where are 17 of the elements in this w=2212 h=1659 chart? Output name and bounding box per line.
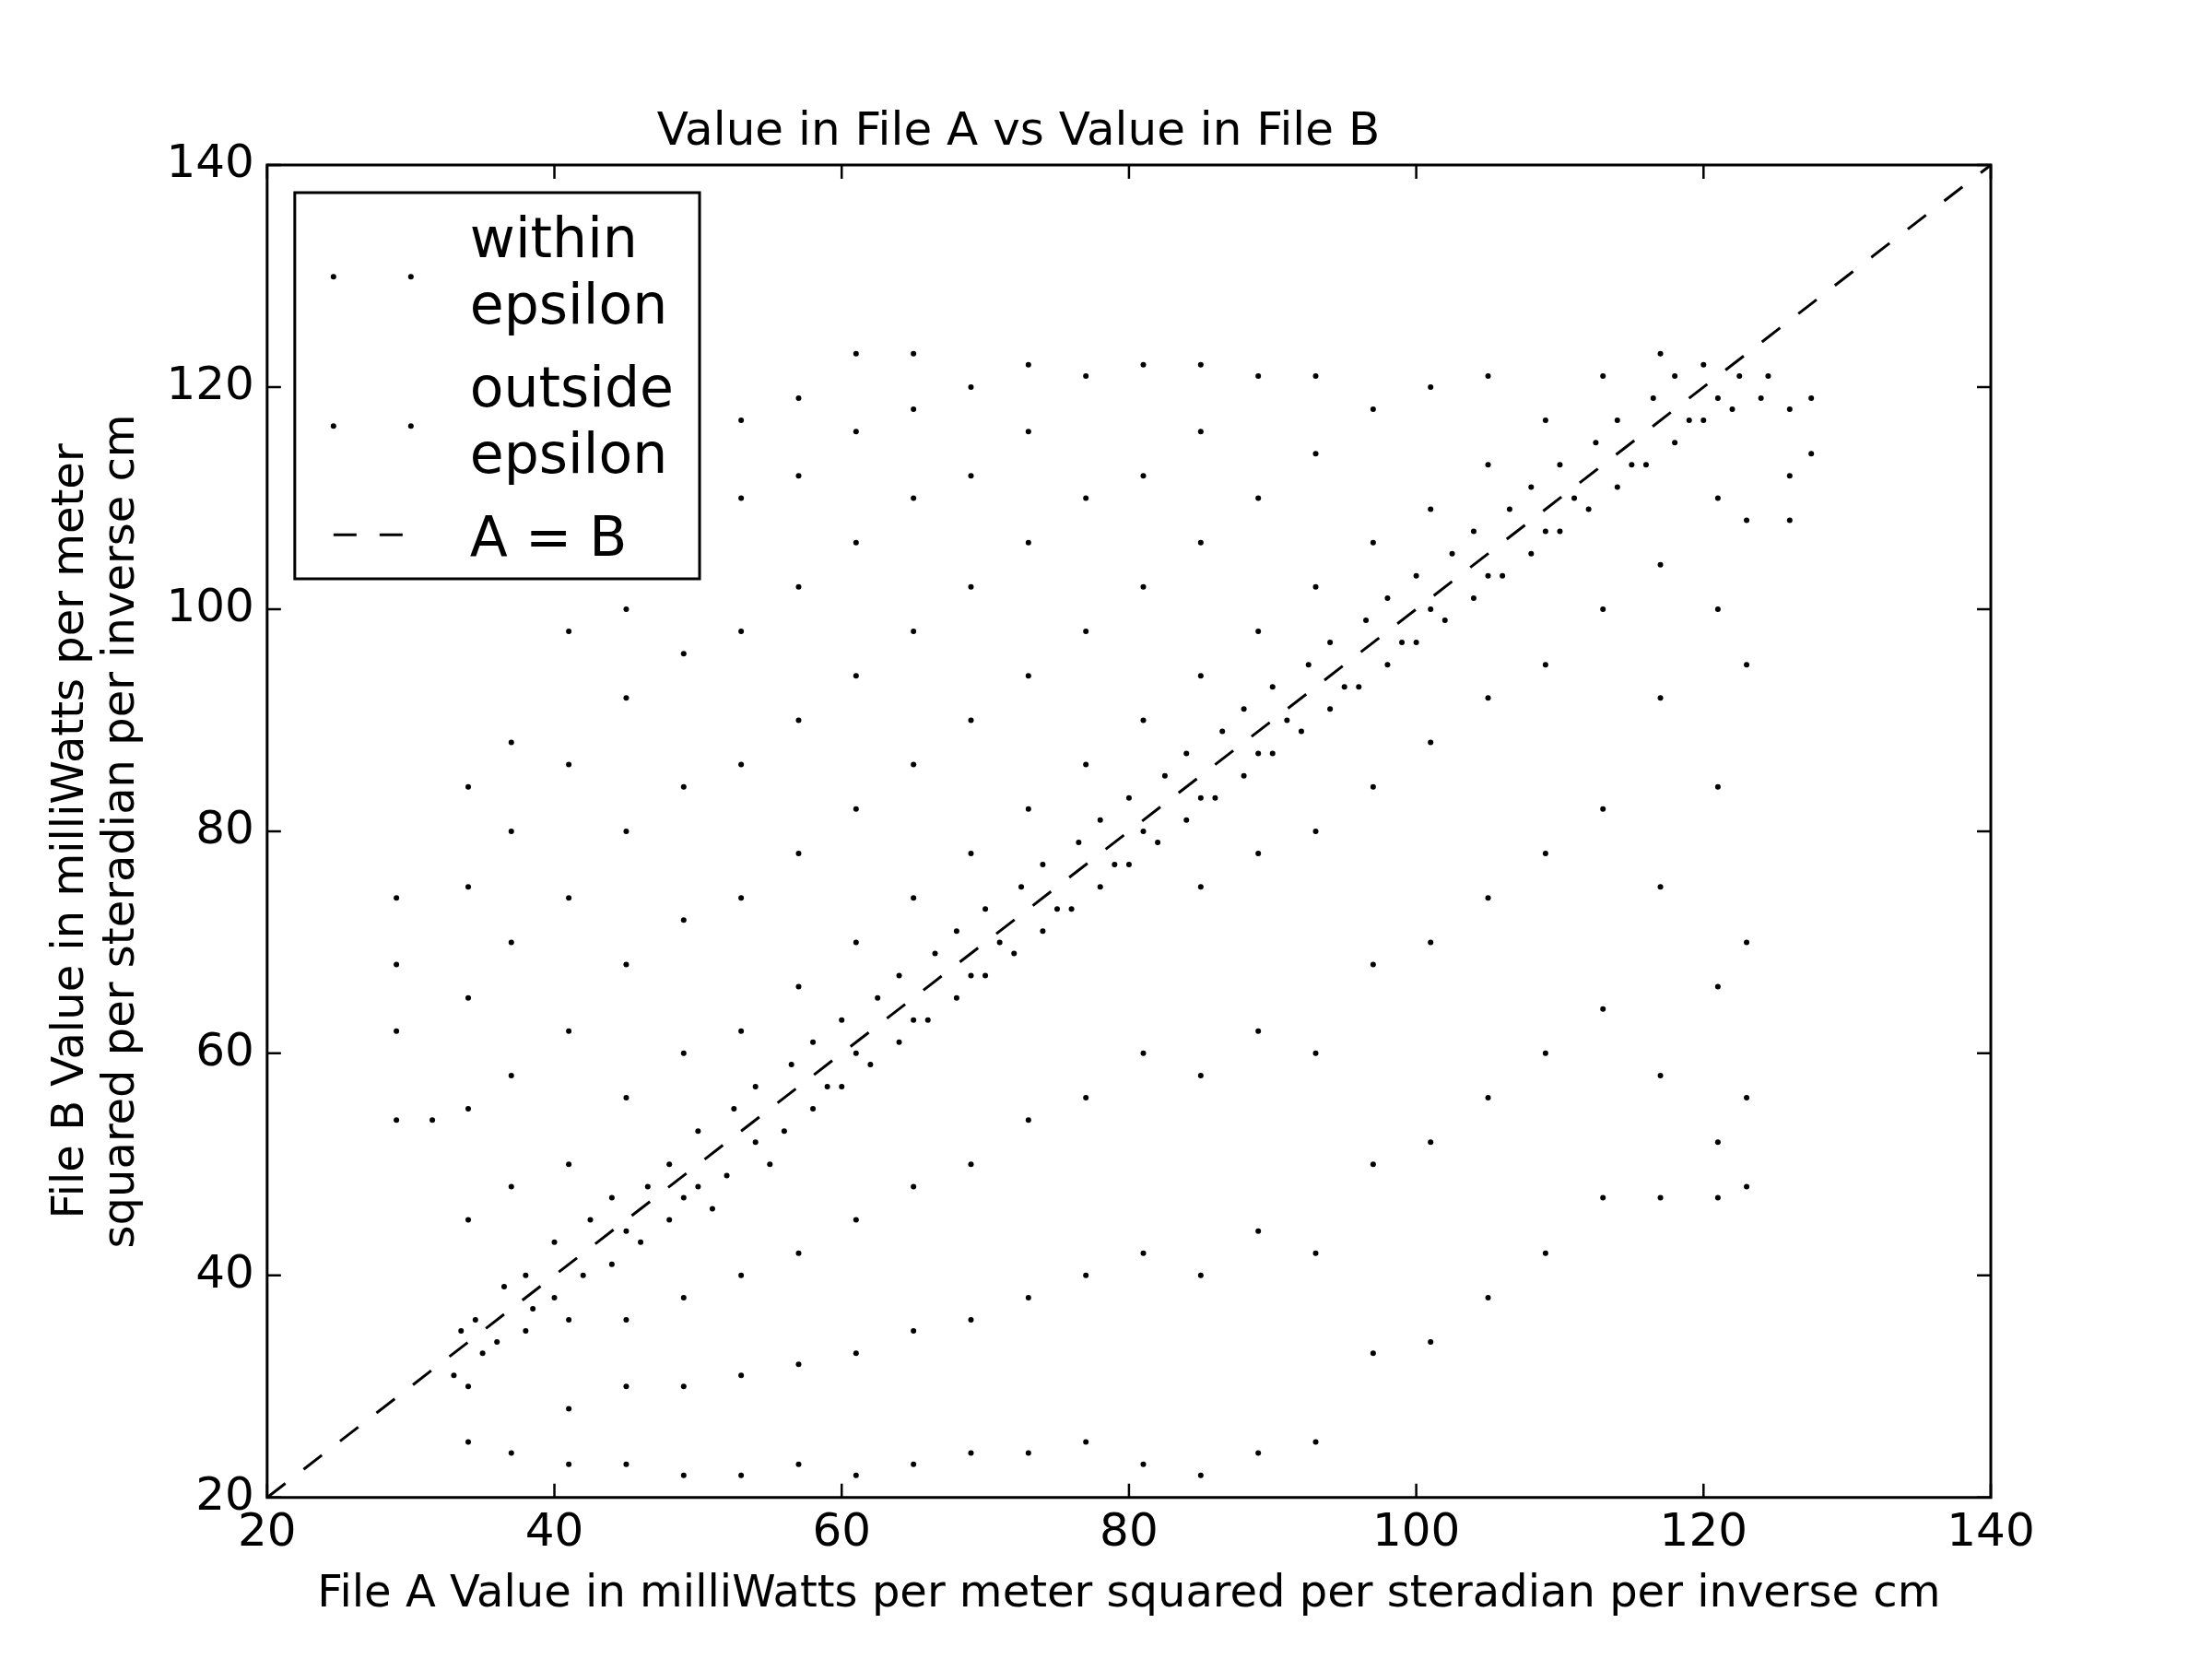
y-tick-label: 40 — [195, 1244, 254, 1299]
chart-title: Value in File A vs Value in File B — [656, 101, 1381, 156]
x-tick-label: 120 — [1659, 1502, 1748, 1557]
legend-label: outside epsilon — [469, 355, 675, 486]
y-tick-label: 80 — [195, 800, 254, 854]
y-tick-label: 120 — [166, 356, 254, 410]
x-tick-label: 40 — [524, 1502, 584, 1557]
y-axis-title: File B Value in milliWatts per meter squared per steradian per inverse cm — [41, 414, 145, 1249]
x-tick-label: 60 — [812, 1502, 872, 1557]
y-tick-label: 60 — [195, 1022, 254, 1077]
y-tick-label: 100 — [166, 578, 254, 632]
x-tick-label: 80 — [1100, 1502, 1159, 1557]
y-tick-label: 140 — [166, 134, 254, 188]
legend-label: A = B — [469, 504, 628, 569]
x-axis-title: File A Value in milliWatts per meter squared per steradian per inverse cm — [317, 1564, 1941, 1617]
x-tick-label: 100 — [1371, 1502, 1461, 1557]
x-tick-label: 140 — [1947, 1502, 2035, 1557]
